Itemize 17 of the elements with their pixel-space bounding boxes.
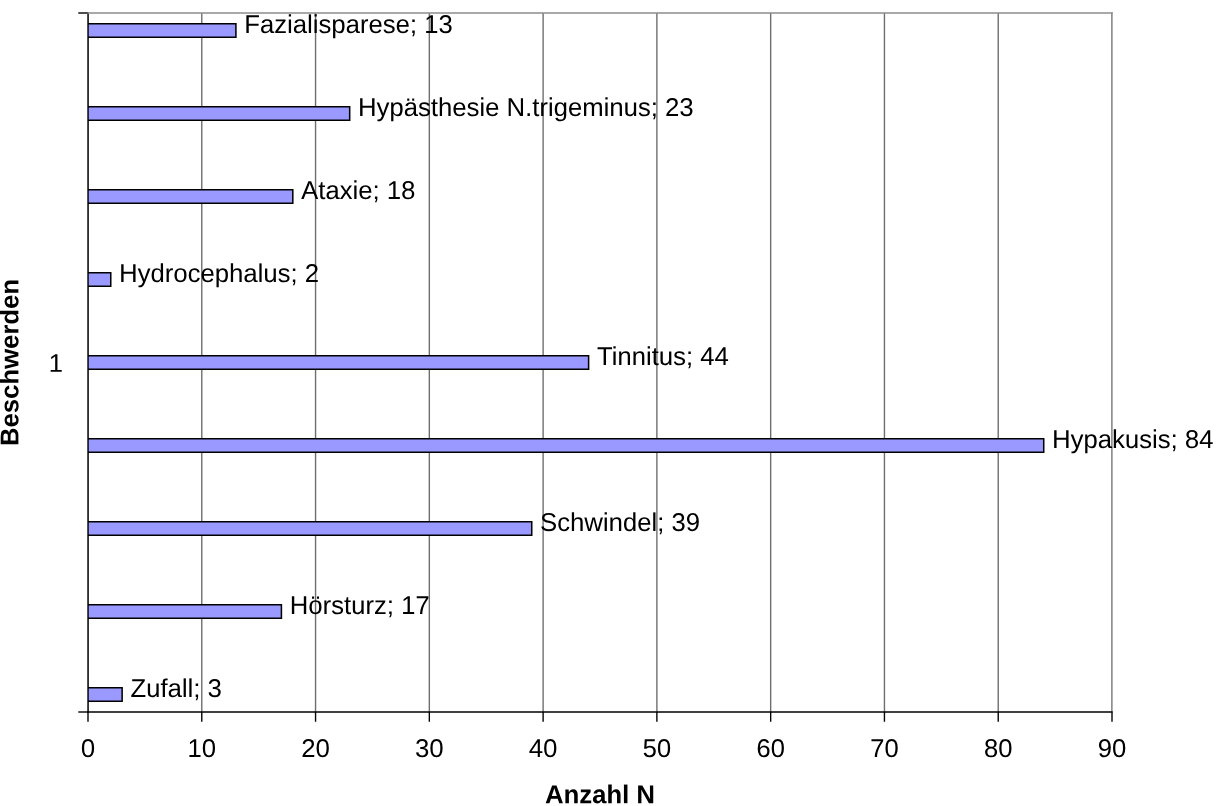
data-label: Tinnitus; 44 bbox=[597, 346, 729, 369]
y-tick-label: 1 bbox=[50, 354, 62, 372]
x-tick-label: 80 bbox=[985, 739, 1012, 758]
x-tick-label: 10 bbox=[189, 739, 216, 758]
x-tick-label: 20 bbox=[302, 739, 329, 758]
data-label: Hypakusis; 84 bbox=[1054, 429, 1213, 454]
x-axis-title: Anzahl N bbox=[545, 784, 654, 804]
x-tick-label: 0 bbox=[81, 739, 95, 758]
x-tick-label: 70 bbox=[871, 739, 898, 758]
y-axis-title: Beschwerden bbox=[0, 280, 19, 445]
data-label: Schwindel; 39 bbox=[541, 512, 699, 535]
x-tick-label: 30 bbox=[416, 739, 443, 758]
x-tick-label: 50 bbox=[643, 739, 671, 758]
x-tick-label: 60 bbox=[757, 739, 784, 758]
x-tick-label: 40 bbox=[529, 739, 557, 758]
x-tick-label: 90 bbox=[1098, 739, 1126, 758]
data-label: Zufall; 3 bbox=[131, 678, 221, 701]
